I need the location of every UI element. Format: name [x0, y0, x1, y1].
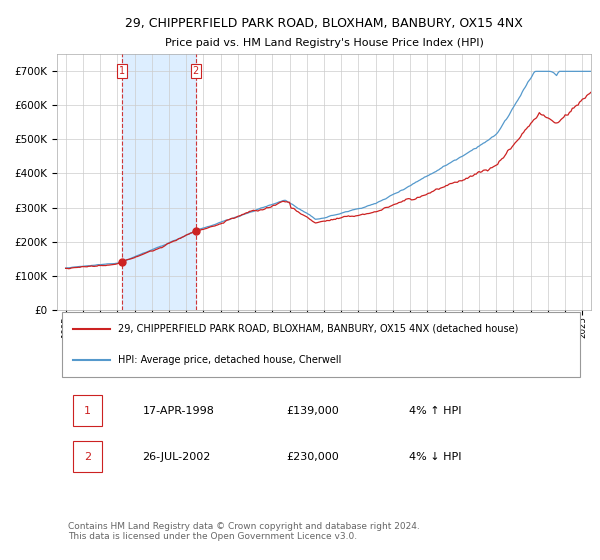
FancyBboxPatch shape	[62, 312, 580, 377]
Text: £230,000: £230,000	[287, 452, 340, 462]
Text: £139,000: £139,000	[287, 405, 340, 416]
Text: 29, CHIPPERFIELD PARK ROAD, BLOXHAM, BANBURY, OX15 4NX (detached house): 29, CHIPPERFIELD PARK ROAD, BLOXHAM, BAN…	[118, 324, 519, 334]
Text: 4% ↑ HPI: 4% ↑ HPI	[409, 405, 462, 416]
Text: 1: 1	[84, 405, 91, 416]
Bar	[122, 54, 196, 310]
Text: 26-JUL-2002: 26-JUL-2002	[142, 452, 211, 462]
Text: 1: 1	[119, 66, 125, 76]
Text: Contains HM Land Registry data © Crown copyright and database right 2024.
This d: Contains HM Land Registry data © Crown c…	[68, 522, 419, 542]
FancyBboxPatch shape	[73, 395, 103, 426]
Text: HPI: Average price, detached house, Cherwell: HPI: Average price, detached house, Cher…	[118, 355, 342, 365]
Text: 2: 2	[193, 66, 199, 76]
Text: 2: 2	[84, 452, 91, 462]
FancyBboxPatch shape	[73, 441, 103, 473]
Text: 4% ↓ HPI: 4% ↓ HPI	[409, 452, 462, 462]
Text: 17-APR-1998: 17-APR-1998	[142, 405, 214, 416]
Text: 29, CHIPPERFIELD PARK ROAD, BLOXHAM, BANBURY, OX15 4NX: 29, CHIPPERFIELD PARK ROAD, BLOXHAM, BAN…	[125, 17, 523, 30]
Text: Price paid vs. HM Land Registry's House Price Index (HPI): Price paid vs. HM Land Registry's House …	[164, 38, 484, 48]
